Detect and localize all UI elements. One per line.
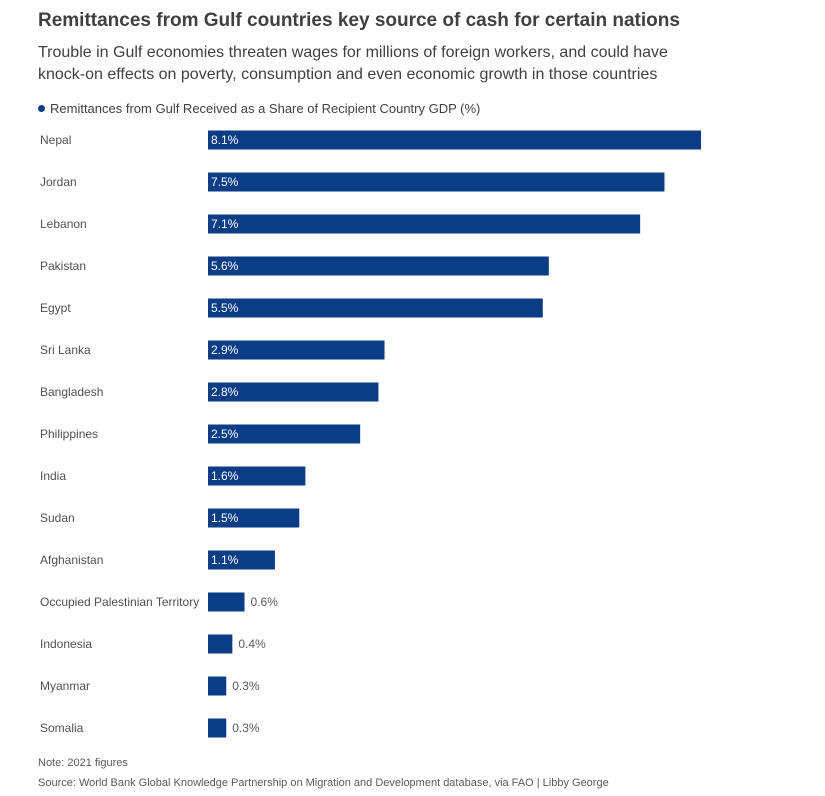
value-label: 0.4% bbox=[238, 637, 266, 651]
chart-legend: Remittances from Gulf Received as a Shar… bbox=[38, 101, 480, 116]
category-label: Occupied Palestinian Territory bbox=[40, 595, 199, 609]
category-label: Nepal bbox=[40, 133, 71, 147]
value-label: 2.5% bbox=[211, 427, 239, 441]
value-label: 2.8% bbox=[211, 385, 239, 399]
bar bbox=[208, 508, 300, 528]
value-label: 8.1% bbox=[211, 133, 239, 147]
category-label: India bbox=[40, 469, 66, 483]
category-label: Myanmar bbox=[40, 679, 90, 693]
bar bbox=[208, 466, 306, 486]
category-label: Pakistan bbox=[40, 259, 86, 273]
footnote: Note: 2021 figures bbox=[38, 757, 128, 769]
value-label: 1.5% bbox=[211, 511, 239, 525]
bar bbox=[208, 634, 233, 654]
category-label: Indonesia bbox=[40, 637, 92, 651]
category-label: Sri Lanka bbox=[40, 343, 91, 357]
bar bbox=[208, 172, 665, 192]
bar bbox=[208, 256, 549, 276]
value-label: 1.1% bbox=[211, 553, 239, 567]
bar bbox=[208, 718, 227, 738]
category-label: Afghanistan bbox=[40, 553, 103, 567]
bar bbox=[208, 550, 275, 570]
chart-subtitle: Trouble in Gulf economies threaten wages… bbox=[38, 44, 668, 83]
value-label: 0.6% bbox=[251, 595, 279, 609]
legend-label: Remittances from Gulf Received as a Shar… bbox=[50, 101, 481, 116]
bar bbox=[208, 424, 361, 444]
bar bbox=[208, 382, 379, 402]
category-label: Bangladesh bbox=[40, 385, 103, 399]
bar bbox=[208, 214, 641, 234]
bar bbox=[208, 676, 227, 696]
value-label: 1.6% bbox=[211, 469, 239, 483]
bar bbox=[208, 592, 245, 612]
bar bbox=[208, 298, 543, 318]
category-label: Somalia bbox=[40, 721, 84, 735]
bar bbox=[208, 340, 385, 360]
category-label: Sudan bbox=[40, 511, 75, 525]
value-label: 5.6% bbox=[211, 259, 239, 273]
category-label: Lebanon bbox=[40, 217, 87, 231]
value-label: 7.1% bbox=[211, 217, 239, 231]
bar bbox=[208, 130, 701, 150]
category-label: Egypt bbox=[40, 301, 71, 315]
value-label: 2.9% bbox=[211, 343, 239, 357]
value-label: 5.5% bbox=[211, 301, 239, 315]
category-label: Jordan bbox=[40, 175, 77, 189]
source-line: Source: World Bank Global Knowledge Part… bbox=[38, 777, 609, 789]
value-label: 0.3% bbox=[232, 721, 260, 735]
category-label: Philippines bbox=[40, 427, 98, 441]
legend-dot-icon bbox=[38, 105, 45, 112]
value-label: 7.5% bbox=[211, 175, 239, 189]
value-label: 0.3% bbox=[232, 679, 260, 693]
chart-title: Remittances from Gulf countries key sour… bbox=[38, 10, 680, 31]
